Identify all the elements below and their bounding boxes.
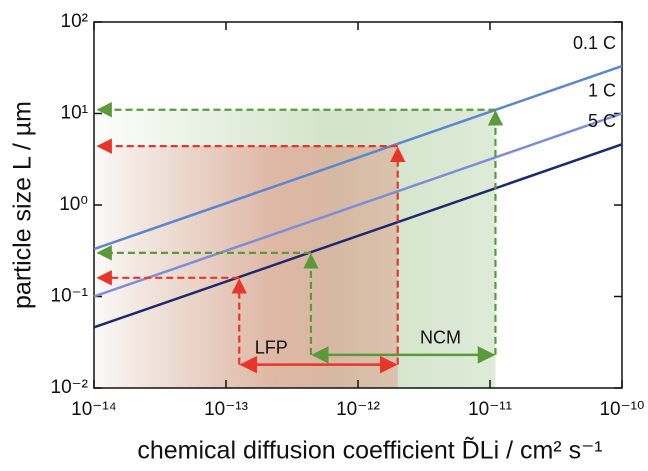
series-label: 1 C: [588, 80, 616, 100]
series-line: [93, 112, 623, 298]
y-tick-label: 10¹: [61, 103, 88, 124]
x-tick-label: 10⁻¹²: [336, 399, 380, 420]
range-label: LFP: [255, 337, 288, 357]
y-tick-label: 10⁻²: [51, 377, 89, 398]
x-tick-label: 10⁻¹³: [204, 399, 248, 420]
x-tick-label: 10⁻¹⁰: [599, 399, 644, 420]
y-tick-label: 10⁰: [59, 194, 88, 215]
range-shade: [94, 146, 398, 388]
y-tick-label: 10⁻¹: [51, 286, 89, 307]
x-axis-label: chemical diffusion coefficient D̃Li / cm…: [137, 436, 602, 464]
x-tick-label: 10⁻¹⁴: [71, 399, 117, 420]
y-tick-label: 10²: [61, 11, 88, 32]
series-label: 0.1 C: [573, 33, 616, 53]
series-line: [93, 64, 623, 251]
range-label: NCM: [420, 328, 461, 348]
y-axis-label: particle size L / µm: [9, 101, 37, 309]
series-label: 5 C: [588, 111, 616, 131]
series-line: [93, 143, 623, 329]
x-tick-label: 10⁻¹¹: [468, 399, 512, 420]
